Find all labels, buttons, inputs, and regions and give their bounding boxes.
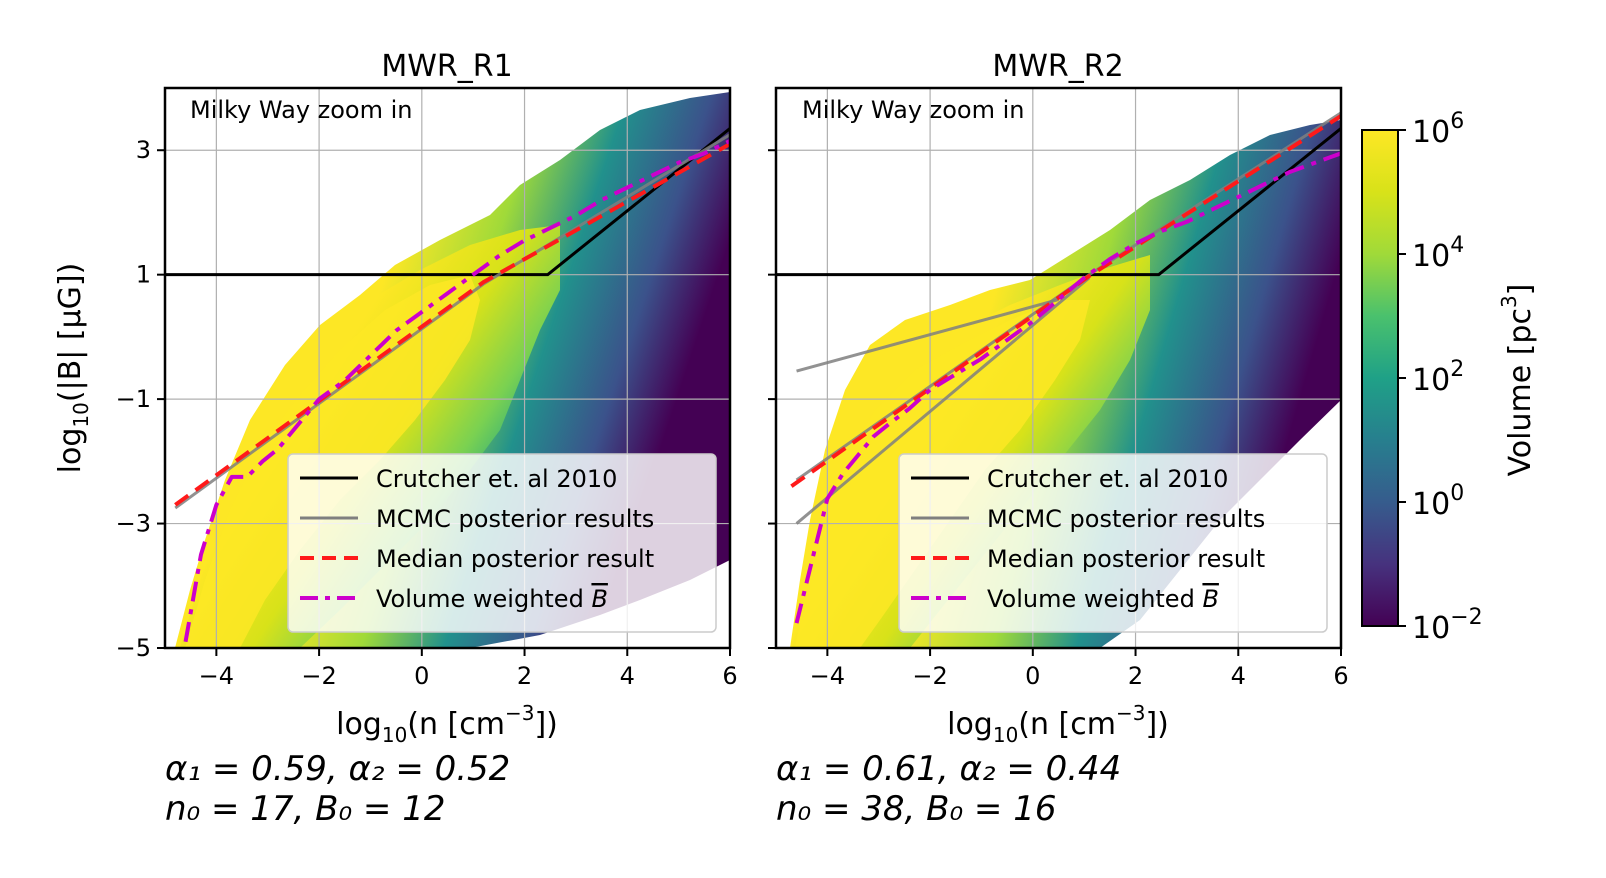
panel-2-legend-label-2: Median posterior result (987, 545, 1265, 573)
panel-2-legend-label-0: Crutcher et. al 2010 (987, 465, 1228, 493)
panel-1-legend-label-0: Crutcher et. al 2010 (376, 465, 617, 493)
panel-1-xtick-label-5: 6 (722, 662, 737, 690)
panel-1-legend-bbar: B (591, 585, 607, 613)
panel-2-legend: Crutcher et. al 2010 MCMC posterior resul… (898, 453, 1328, 633)
panel-1-params-line1: α₁ = 0.59, α₂ = 0.52 (165, 749, 510, 789)
panel-1-legend-label-1: MCMC posterior results (376, 505, 654, 533)
panel-2-series-5 (794, 151, 1341, 624)
colorbar-tick-base-1: 10 (1412, 239, 1450, 274)
colorbar-tick-exp-0: 6 (1450, 109, 1464, 134)
panel-1-x-label: log10(n [cm−3]) (336, 701, 558, 747)
panel-2-axes-frame (774, 86, 1343, 650)
panel-2-legend-box (898, 453, 1328, 633)
panel-2-xtick-label-0: −4 (810, 662, 845, 690)
panel-2-legend-bbar: B (1202, 585, 1218, 613)
colorbar-tick-label-4: 10−2 (1412, 605, 1483, 646)
panel-2-xtick-label-2: 0 (1025, 662, 1040, 690)
panel-2-xtick-label-4: 4 (1231, 662, 1246, 690)
panel-2-params-line2: n₀ = 38, B₀ = 16 (776, 789, 1056, 829)
panel-2-params-line1: α₁ = 0.61, α₂ = 0.44 (776, 749, 1121, 789)
panel-1-series (165, 127, 730, 643)
panel-2-annotation: Milky Way zoom in (802, 96, 1025, 124)
panel-2-legend-label-3: Volume weighted B (987, 585, 1219, 613)
colorbar-gradient (1361, 129, 1399, 627)
panel-2-x-label: log10(n [cm−3]) (947, 701, 1169, 747)
panel-2-series-4 (790, 114, 1341, 488)
colorbar-tick-label-2: 102 (1412, 357, 1464, 398)
panel-1-legend-label-3: Volume weighted B (376, 585, 608, 613)
panel-1-ytick-label-2: −1 (116, 385, 151, 413)
panel-mwr-r2: MWR_R2 Milky Way zoom in −4 −2 0 2 4 6 log10(… (768, 49, 1349, 829)
panel-1-ytick-label-1: −3 (116, 510, 151, 538)
panel-2-x-ticks: −4 −2 0 2 4 6 (810, 648, 1349, 690)
panel-2-series (776, 111, 1341, 624)
panel-1-y-label: log10(|B| [μG]) (53, 263, 93, 474)
panel-1-xtick-label-3: 2 (517, 662, 532, 690)
colorbar-label: Volume [pc3] (1497, 284, 1538, 477)
colorbar-tick-exp-4: −2 (1450, 605, 1482, 630)
colorbar-tick-base-4: 10 (1412, 611, 1450, 646)
panel-mwr-r1: MWR_R1 Milky Way zoom in −4 −2 0 2 4 6 −5 −3 −1… (53, 49, 738, 829)
panel-2-xtick-label-3: 2 (1128, 662, 1143, 690)
panel-1-xtick-label-2: 0 (414, 662, 429, 690)
panel-1-y-ticks: −5 −3 −1 1 3 (116, 136, 165, 662)
panel-1-legend-box (287, 453, 717, 633)
panel-2-legend-label-1: MCMC posterior results (987, 505, 1265, 533)
panel-1-legend-label-2: Median posterior result (376, 545, 654, 573)
panel-1-xtick-label-4: 4 (620, 662, 635, 690)
panel-2-y-ticks (768, 149, 776, 649)
panel-1-xtick-label-0: −4 (199, 662, 234, 690)
panel-1-legend: Crutcher et. al 2010 MCMC posterior resul… (287, 453, 717, 633)
panel-1-series-3 (183, 139, 730, 643)
panel-1-series-2 (174, 142, 730, 507)
panel-1-ytick-label-3: 1 (136, 261, 151, 289)
panel-2-xtick-label-5: 6 (1333, 662, 1348, 690)
panel-1-ytick-label-0: −5 (116, 634, 151, 662)
panel-1-x-ticks: −4 −2 0 2 4 6 (199, 648, 738, 690)
colorbar-tick-label-1: 104 (1412, 233, 1464, 274)
colorbar-tick-exp-2: 2 (1450, 357, 1464, 382)
panel-1-axes-frame (163, 86, 732, 650)
panel-1-params-line2: n₀ = 17, B₀ = 12 (165, 789, 445, 829)
panel-1-title: MWR_R1 (381, 49, 512, 84)
panel-1-xtick-label-1: −2 (301, 662, 336, 690)
colorbar-tick-base-3: 10 (1412, 487, 1450, 522)
panel-2-xtick-label-1: −2 (912, 662, 947, 690)
colorbar-tick-base-0: 10 (1412, 115, 1450, 150)
colorbar-tick-label-3: 100 (1412, 481, 1464, 522)
colorbar-tick-exp-3: 0 (1450, 481, 1464, 506)
panel-1-annotation: Milky Way zoom in (190, 96, 413, 124)
panel-2-series-3 (796, 298, 1059, 373)
colorbar-tick-exp-1: 4 (1450, 233, 1464, 258)
panel-1-ytick-label-4: 3 (136, 136, 151, 164)
colorbar-tick-label-0: 106 (1412, 109, 1464, 150)
panel-2-series-0 (776, 127, 1341, 277)
panel-1-series-0 (165, 127, 730, 277)
panel-2-title: MWR_R2 (992, 49, 1123, 84)
colorbar-tick-base-2: 10 (1412, 363, 1450, 398)
panel-2-series-2 (795, 276, 1091, 525)
